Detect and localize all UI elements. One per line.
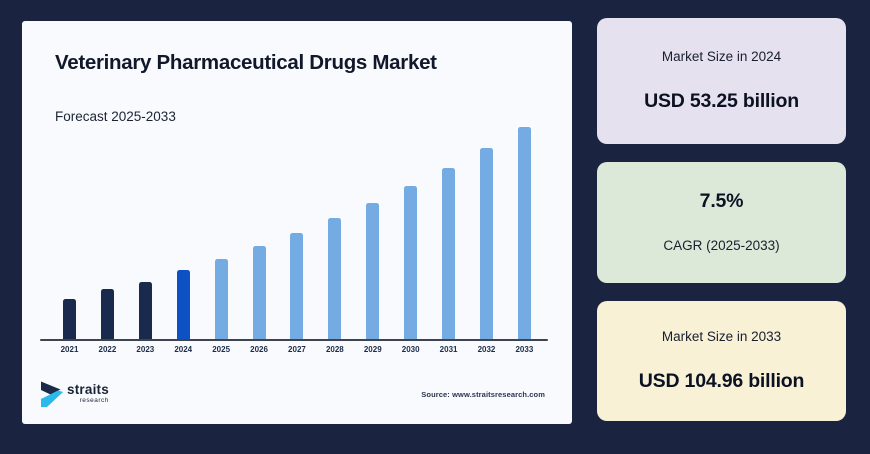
x-label-2027: 2027 (288, 345, 306, 354)
bar-2032 (479, 148, 493, 339)
stat-card-2: 7.5% CAGR (2025-2033) (597, 162, 846, 283)
stat-card-3-value: USD 104.96 billion (638, 369, 805, 392)
straits-research-logo: straits research (39, 379, 109, 408)
x-label-2024: 2024 (174, 345, 193, 354)
stat-card-1: Market Size in 2024 USD 53.25 billion (597, 18, 846, 144)
bar-2028 (328, 218, 342, 339)
bar-2026 (252, 246, 266, 339)
bar-2033 (517, 127, 531, 339)
stat-cards-column: Market Size in 2024 USD 53.25 billion 7.5%… (597, 18, 846, 421)
bar-2029 (366, 203, 380, 339)
x-label-2028: 2028 (325, 345, 344, 354)
bar-2024 (176, 270, 190, 339)
stat-card-3: Market Size in 2033 USD 104.96 billion (597, 301, 846, 421)
chart-panel: Veterinary Pharmaceutical Drugs Market F… (22, 21, 572, 424)
x-label-2026: 2026 (250, 345, 268, 354)
x-axis-line (40, 339, 548, 341)
straits-logo-icon (41, 381, 63, 407)
bar-2030 (404, 186, 418, 339)
stat-card-2-value: 7.5% (699, 190, 744, 213)
chart-subtitle: Forecast 2025-2033 (55, 109, 176, 124)
bar-2027 (290, 233, 304, 339)
x-label-2030: 2030 (401, 345, 420, 354)
chart-title: Veterinary Pharmaceutical Drugs Market (55, 51, 437, 74)
x-label-2023: 2023 (136, 345, 155, 354)
x-label-2032: 2032 (477, 345, 496, 354)
stat-card-1-value: USD 53.25 billion (644, 89, 799, 112)
logo-subname-text: research (79, 397, 109, 405)
bar-2022 (100, 289, 114, 339)
bar-2023 (138, 282, 152, 339)
x-label-2021: 2021 (60, 345, 79, 354)
x-label-2033: 2033 (515, 345, 534, 354)
x-label-2029: 2029 (363, 345, 382, 354)
stat-card-2-label: CAGR (2025-2033) (663, 237, 780, 253)
x-label-2025: 2025 (212, 345, 231, 354)
bar-2031 (442, 168, 456, 339)
bar-2025 (214, 259, 228, 339)
x-label-2031: 2031 (439, 345, 458, 354)
stat-card-1-label: Market Size in 2024 (661, 48, 782, 64)
source-text: Source: www.straitsresearch.com (421, 390, 545, 399)
x-label-2022: 2022 (98, 345, 117, 354)
x-axis-labels: 2021 2022 2023 2024 2025 2026 2027 2028 2029 2030… (40, 345, 548, 354)
bar-2021 (63, 299, 76, 339)
logo-wordmark: straits research (67, 383, 109, 405)
logo-name-text: straits (67, 381, 109, 397)
stat-card-3-label: Market Size in 2033 (661, 328, 782, 344)
bar-chart-plot-area (40, 127, 548, 339)
